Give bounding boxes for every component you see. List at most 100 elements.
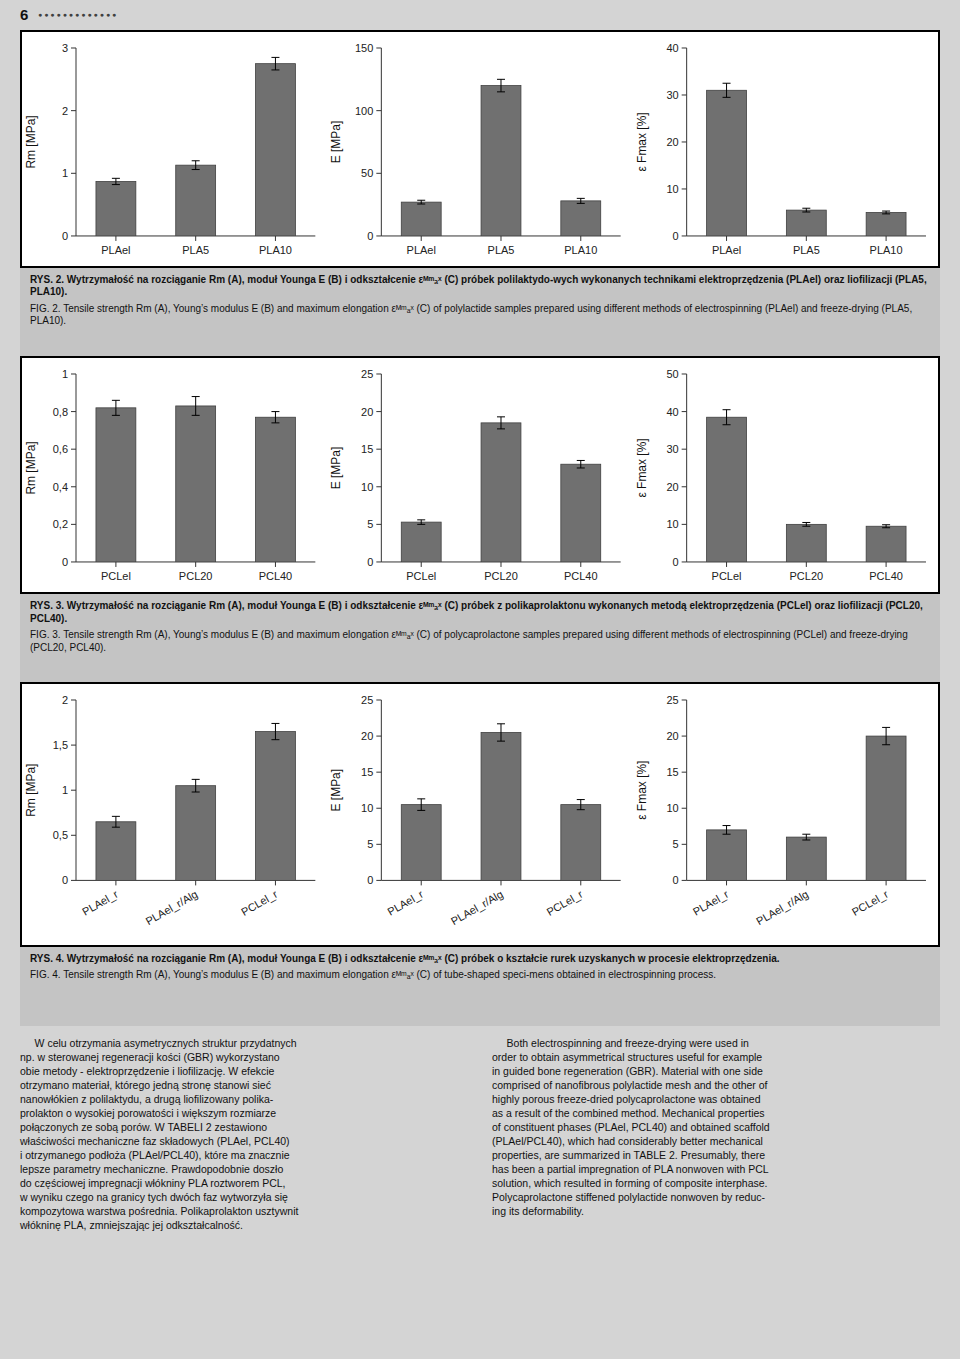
error-cap (417, 810, 425, 811)
plot-area (707, 410, 906, 562)
x-tick (115, 236, 116, 241)
error-bar (802, 208, 810, 212)
error-line (726, 410, 727, 425)
error-line (421, 799, 422, 811)
bar (481, 733, 521, 881)
y-tick (682, 411, 687, 412)
error-bar (882, 728, 890, 745)
y-tick-label: 3 (62, 42, 68, 54)
error-cap (112, 827, 120, 828)
error-line (580, 800, 581, 810)
x-tick (580, 881, 581, 886)
error-cap (723, 834, 731, 835)
error-cap (882, 524, 890, 525)
y-tick-label: 10 (361, 802, 373, 814)
error-line (421, 200, 422, 204)
bar (401, 522, 441, 562)
y-tick (376, 411, 381, 412)
error-line (275, 412, 276, 423)
y-tick-label: 0,6 (53, 443, 68, 455)
x-tick-label: PCL20 (484, 570, 518, 582)
error-line (806, 523, 807, 527)
error-cap (497, 91, 505, 92)
bar (176, 165, 216, 236)
y-tick (682, 880, 687, 881)
bar (707, 90, 747, 236)
caption: RYS. 3. Wytrzymałość na rozciąganie Rm (… (20, 594, 940, 682)
error-cap (271, 69, 279, 70)
y-axis-label: Rm [MPa] (24, 441, 38, 494)
x-tick (726, 236, 727, 241)
x-tick-label: PCLel_r (544, 888, 585, 918)
error-cap (497, 416, 505, 417)
y-tick-label: 1 (62, 167, 68, 179)
error-cap (723, 424, 731, 425)
chart-panel: 0123PLAelPLA5PLA10Rm [MPa]050100150PLAel… (20, 30, 940, 268)
y-tick-label: 30 (666, 89, 678, 101)
y-tick-label: 2 (62, 105, 68, 117)
bar (707, 417, 747, 562)
y-axis-label: ε Fmax [%] (635, 438, 649, 497)
bar (561, 201, 601, 236)
error-bar (112, 178, 120, 184)
error-cap (192, 396, 200, 397)
x-tick (500, 562, 501, 567)
error-cap (577, 198, 585, 199)
x-tick (726, 562, 727, 567)
bar (96, 822, 136, 881)
y-tick-label: 50 (361, 167, 373, 179)
y-tick-label: 5 (367, 518, 373, 530)
y-axis-label: Rm [MPa] (24, 115, 38, 168)
error-cap (802, 526, 810, 527)
y-tick (682, 772, 687, 773)
error-line (275, 57, 276, 70)
y-axis (76, 700, 77, 880)
error-cap (577, 809, 585, 810)
x-tick (500, 236, 501, 241)
x-tick-label: PLAel (407, 244, 436, 256)
y-tick (376, 47, 381, 48)
error-line (580, 461, 581, 469)
error-line (500, 79, 501, 92)
y-tick-label: 40 (666, 42, 678, 54)
y-axis (76, 48, 77, 236)
x-tick (275, 881, 276, 886)
y-tick-label: 0 (673, 556, 679, 568)
error-bar (497, 79, 505, 92)
error-cap (192, 779, 200, 780)
y-tick (376, 562, 381, 563)
error-bar (192, 397, 200, 416)
bar (786, 837, 826, 880)
y-tick-label: 0 (673, 230, 679, 242)
y-axis (686, 48, 687, 236)
error-cap (112, 184, 120, 185)
y-tick (682, 374, 687, 375)
error-cap (271, 422, 279, 423)
y-tick (682, 562, 687, 563)
x-tick (115, 881, 116, 886)
error-line (580, 198, 581, 203)
y-tick-label: 0 (367, 556, 373, 568)
error-line (726, 83, 727, 97)
y-tick-label: 0,8 (53, 406, 68, 418)
bar (866, 212, 906, 235)
x-tick-label: PCLel_r (850, 888, 891, 918)
y-tick-label: 10 (361, 481, 373, 493)
bar (481, 86, 521, 236)
caption-bold: RYS. 4. Wytrzymałość na rozciąganie Rm (… (30, 953, 930, 966)
y-tick (71, 790, 76, 791)
x-tick (421, 236, 422, 241)
error-bar (271, 412, 279, 423)
error-cap (417, 519, 425, 520)
y-tick (682, 141, 687, 142)
error-cap (192, 160, 200, 161)
error-bar (417, 200, 425, 204)
bar (256, 732, 296, 881)
x-tick (580, 562, 581, 567)
error-cap (723, 825, 731, 826)
bar (401, 202, 441, 236)
y-tick-label: 25 (361, 694, 373, 706)
error-line (115, 178, 116, 184)
error-cap (882, 211, 890, 212)
bar (786, 524, 826, 562)
